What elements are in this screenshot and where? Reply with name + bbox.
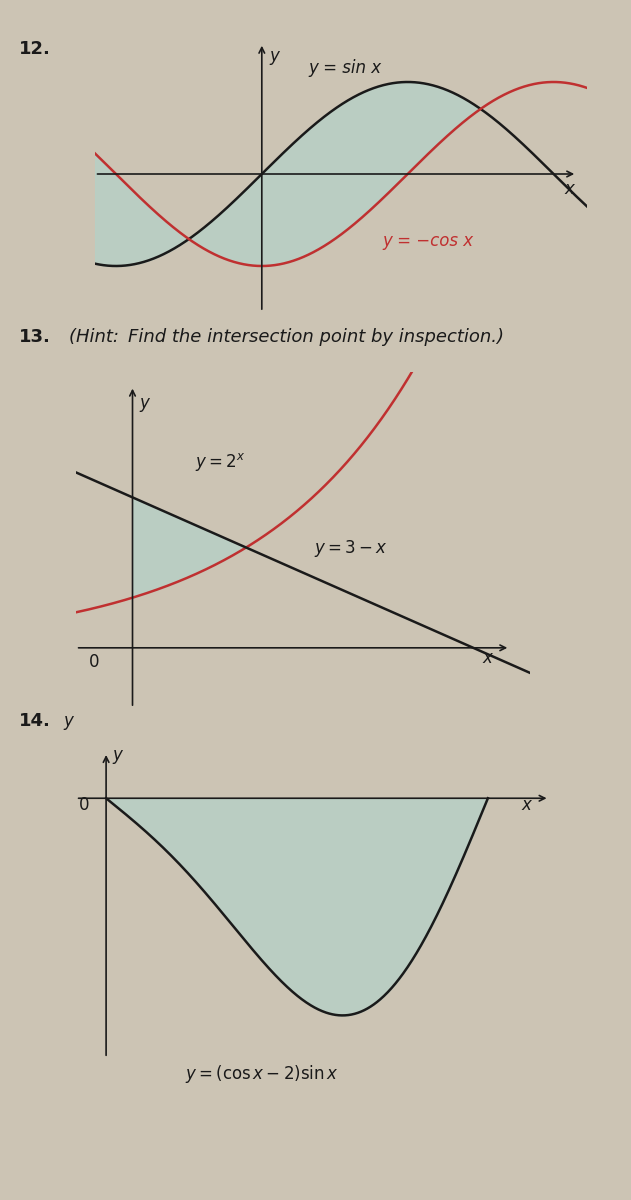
Text: 13.: 13. [19,328,51,346]
Text: 0: 0 [80,796,90,814]
Text: 0: 0 [90,653,100,671]
Text: y = sin x: y = sin x [308,59,381,77]
Text: y: y [112,746,122,764]
Text: y: y [269,47,279,65]
Text: x: x [564,180,574,198]
Text: y = −cos x: y = −cos x [382,232,474,250]
Text: $y = 3 - x$: $y = 3 - x$ [314,538,388,558]
Text: x: x [482,649,492,667]
Text: y: y [139,394,149,412]
Text: x: x [522,796,531,814]
Text: $y = (\cos x - 2)\sin x$: $y = (\cos x - 2)\sin x$ [185,1063,339,1085]
Text: (Hint: Find the intersection point by inspection.): (Hint: Find the intersection point by in… [69,328,504,346]
Text: 12.: 12. [19,40,51,58]
Text: 14.: 14. [19,712,51,730]
Text: $y = 2^x$: $y = 2^x$ [195,451,245,473]
Text: y: y [63,712,73,730]
